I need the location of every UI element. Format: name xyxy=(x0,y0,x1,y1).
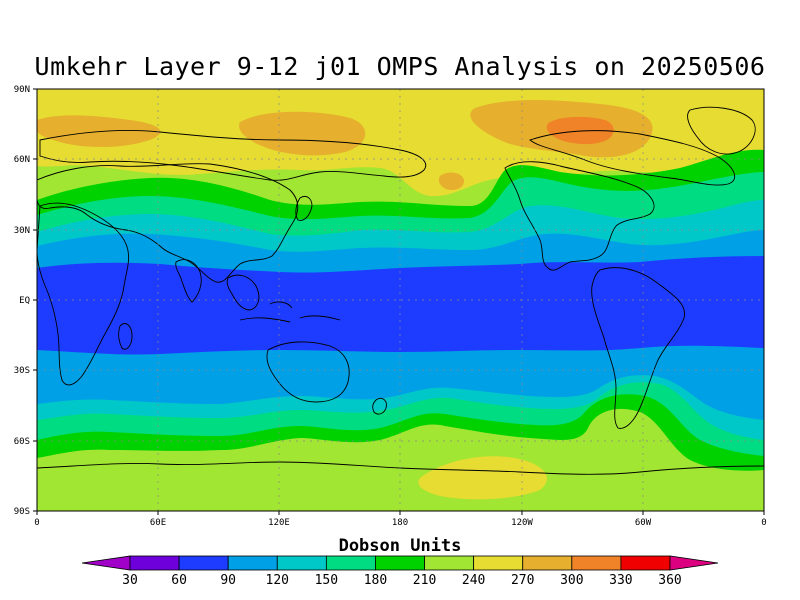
band-300-north-a xyxy=(37,115,161,147)
colorbar-swatch xyxy=(375,555,425,571)
colorbar-title: Dobson Units xyxy=(338,536,462,556)
colorbar-swatch xyxy=(227,555,278,571)
lat-tick-label: 30S xyxy=(14,366,30,376)
colorbar-label: 210 xyxy=(413,573,436,588)
lon-tick-label: 180 xyxy=(392,518,408,528)
lon-tick-label: 0 xyxy=(34,518,39,528)
colorbar-label: 90 xyxy=(220,573,236,588)
lat-tick-label: EQ xyxy=(19,296,30,306)
colorbar-swatch xyxy=(276,555,327,571)
lon-tick-label: 120E xyxy=(268,518,290,528)
colorbar-label: 300 xyxy=(560,573,583,588)
colorbar-swatch xyxy=(620,555,671,571)
colorbar-label: 360 xyxy=(658,573,681,588)
lon-tick-label: 60W xyxy=(635,518,652,528)
colorbar-swatch xyxy=(522,555,573,571)
lat-tick-label: 90S xyxy=(14,507,30,517)
colorbar-swatch xyxy=(571,555,622,571)
colorbar-label: 30 xyxy=(122,573,138,588)
band-330-north xyxy=(546,116,614,145)
colorbar-swatch xyxy=(473,555,524,571)
lon-tick-label: 120W xyxy=(511,518,533,528)
colorbar-label: 150 xyxy=(315,573,338,588)
lon-tick-label: 60E xyxy=(150,518,166,528)
lat-axis xyxy=(33,88,37,512)
colorbar-label: 240 xyxy=(462,573,485,588)
lat-tick-label: 30N xyxy=(14,226,30,236)
colorbar: 30 60 90 120 150 180 210 240 270 300 330 360 xyxy=(81,555,719,588)
colorbar-swatch xyxy=(325,555,376,571)
lat-tick-label: 90N xyxy=(14,85,30,95)
lat-tick-label: 60S xyxy=(14,437,30,447)
map-title: Umkehr Layer 9-12 j01 OMPS Analysis on 2… xyxy=(34,52,766,81)
colorbar-label: 180 xyxy=(364,573,387,588)
map-field xyxy=(37,89,764,511)
band-270-south xyxy=(418,456,547,500)
colorbar-swatch xyxy=(178,555,229,571)
lon-tick-label: 0 xyxy=(761,518,766,528)
lat-labels: 90N 60N 30N EQ 30S 60S 90S xyxy=(14,85,30,517)
band-300-north-b xyxy=(239,111,366,156)
lon-axis xyxy=(36,511,765,515)
colorbar-label: 270 xyxy=(511,573,534,588)
colorbar-swatch xyxy=(129,555,180,571)
colorbar-label: 60 xyxy=(171,573,187,588)
band-300-north-d xyxy=(438,172,465,190)
band-90 xyxy=(37,256,764,355)
colorbar-label: 120 xyxy=(266,573,289,588)
graticule xyxy=(37,89,764,511)
lon-labels: 0 60E 120E 180 120W 60W 0 xyxy=(34,518,766,528)
colorbar-label: 330 xyxy=(609,573,632,588)
colorbar-low-arrow xyxy=(81,555,131,571)
colorbar-swatch xyxy=(424,555,475,571)
lat-tick-label: 60N xyxy=(14,155,30,165)
colorbar-high-arrow xyxy=(669,555,719,571)
